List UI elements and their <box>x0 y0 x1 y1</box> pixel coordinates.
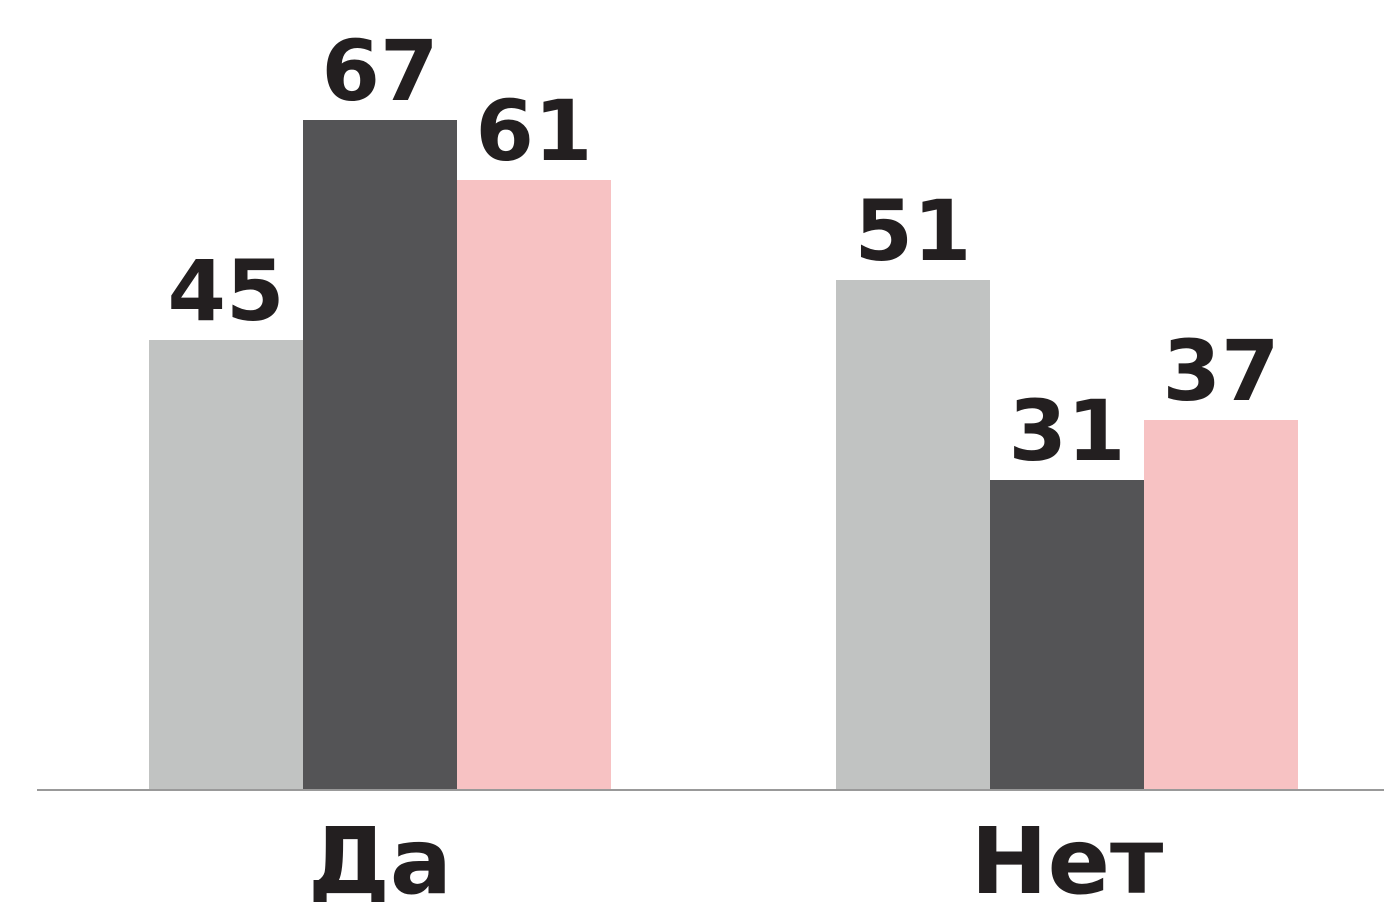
bar <box>149 340 303 790</box>
bar <box>990 480 1144 790</box>
x-tick-label: Нет <box>971 808 1164 902</box>
bar <box>1144 420 1298 790</box>
bar <box>457 180 611 790</box>
bar <box>836 280 990 790</box>
value-label: 45 <box>168 242 285 340</box>
value-label: 37 <box>1163 322 1280 420</box>
value-label: 31 <box>1009 382 1126 480</box>
x-tick-label: Да <box>308 808 452 902</box>
value-label: 67 <box>322 22 439 120</box>
value-label: 61 <box>476 82 593 180</box>
value-label: 51 <box>855 182 972 280</box>
bar <box>303 120 457 790</box>
